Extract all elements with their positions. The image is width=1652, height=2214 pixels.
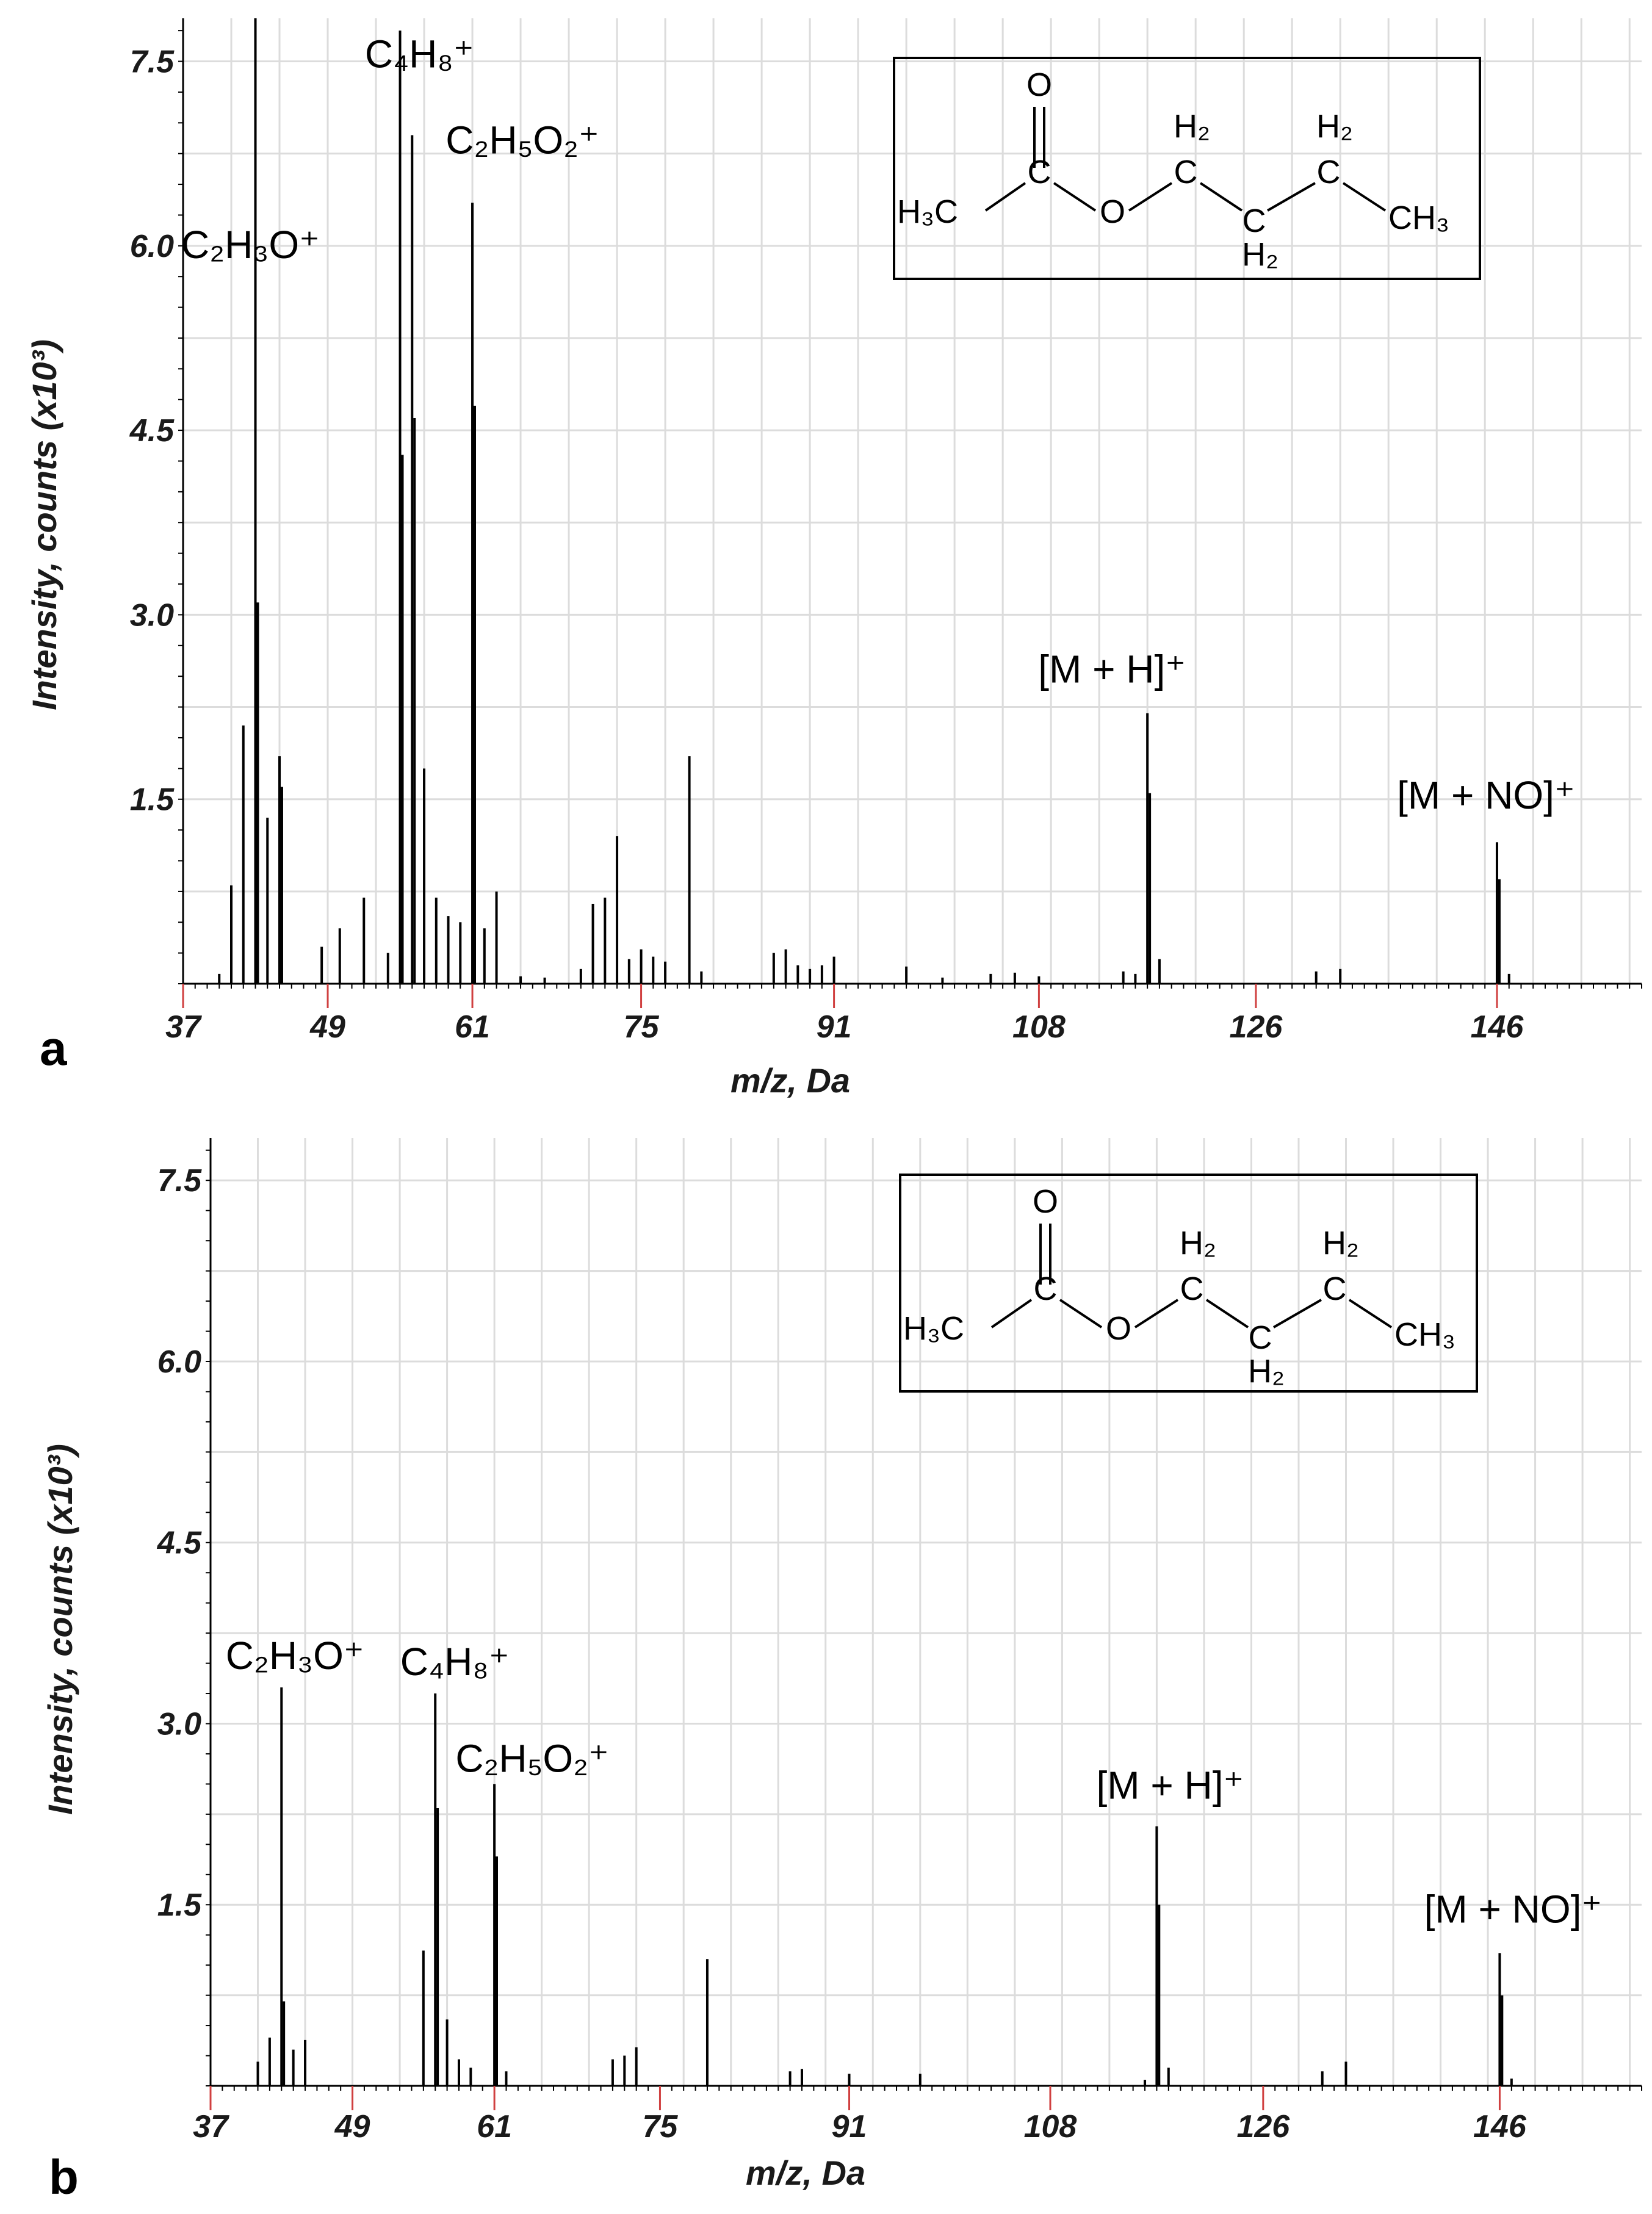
- atom-c-a: C: [1174, 154, 1198, 190]
- peak-annotation: C₂H₅O₂⁺: [455, 1736, 608, 1780]
- y-tick-label: 7.5: [157, 1163, 202, 1199]
- peak-annotation: C₂H₅O₂⁺: [445, 118, 599, 162]
- peak-annotation: [M + NO]⁺: [1424, 1887, 1603, 1931]
- x-tick-label: 61: [477, 2109, 512, 2144]
- atom-h3c: H₃C: [903, 1310, 964, 1347]
- x-tick-label: 108: [1024, 2109, 1077, 2144]
- axes-a: [178, 18, 1642, 1008]
- atom-ester-o: O: [1106, 1310, 1131, 1347]
- peak-annotation: [M + H]⁺: [1096, 1764, 1244, 1808]
- grid-a: [182, 18, 1642, 984]
- peak-annotations-a: C₂H₃O⁺ C₄H₈⁺ C₂H₅O₂⁺ [M + H]⁺ [M + NO]⁺: [181, 32, 1575, 818]
- bond-ch3-c: [984, 182, 1026, 212]
- grid-b: [209, 1138, 1642, 2086]
- structure-diagram-a: O C H₃C O C H₂ C H₂ C H₂ CH₃: [893, 57, 1481, 280]
- peak-annotation: [M + H]⁺: [1038, 647, 1186, 691]
- peak-annotation: C₄H₈⁺: [400, 1640, 510, 1684]
- y-tick-label: 6.0: [157, 1344, 201, 1380]
- x-tick-label: 49: [334, 2109, 370, 2144]
- y-tick-label: 1.5: [157, 1888, 202, 1923]
- atom-carbonyl-c: C: [1034, 1271, 1058, 1307]
- x-tick-labels-a: 37 49 61 75 91 108 126 146: [165, 1009, 1524, 1045]
- y-tick-labels-a: 1.5 3.0 4.5 6.0 7.5: [129, 45, 175, 818]
- y-tick-label: 1.5: [130, 782, 175, 818]
- bond-cc-ch3: [1348, 1299, 1393, 1329]
- atom-h2-c: H₂: [1316, 108, 1353, 145]
- axes-b: [206, 1138, 1642, 2110]
- y-axis-title-a: Intensity, counts (x10³): [25, 339, 63, 710]
- peaks-b: [256, 1687, 1513, 2086]
- y-tick-label: 6.0: [130, 229, 174, 264]
- y-tick-labels-b: 1.5 3.0 4.5 6.0 7.5: [157, 1163, 202, 1923]
- y-tick-label: 3.0: [130, 597, 174, 633]
- panel-letter-a: a: [40, 1021, 67, 1075]
- structure-box: [899, 1174, 1478, 1393]
- panel-a: 37 49 61 75 91 108 126 146 1.5 3.0 4.5 6.0 7.5 C₂H₃…: [25, 18, 1642, 1100]
- peak-annotation: C₄H₈⁺: [365, 32, 474, 76]
- bond-c-o: [1053, 182, 1097, 212]
- x-tick-label: 75: [624, 1009, 660, 1045]
- atom-c-c: C: [1323, 1271, 1347, 1307]
- atom-c-b: C: [1243, 203, 1266, 239]
- x-tick-label: 61: [455, 1009, 490, 1045]
- x-tick-label: 37: [165, 1009, 202, 1045]
- atom-ch3: CH₃: [1394, 1316, 1455, 1353]
- x-tick-label: 37: [193, 2109, 229, 2144]
- bond-cb-cc: [1267, 182, 1316, 212]
- atom-c-a: C: [1180, 1271, 1204, 1307]
- structure-box: [893, 57, 1481, 280]
- atom-ch3: CH₃: [1388, 200, 1449, 236]
- atom-carbonyl-o: O: [1033, 1183, 1058, 1220]
- bond-c-o: [1059, 1299, 1103, 1329]
- atom-h2-c: H₂: [1322, 1225, 1359, 1261]
- bond-o-c: [1128, 182, 1173, 212]
- x-tick-label: 126: [1230, 1009, 1283, 1045]
- panel-b: 37 49 61 75 91 108 126 146 1.5 3.0 4.5 6.0 7.5 C₂H₃…: [41, 1138, 1642, 2204]
- x-tick-label: 91: [832, 2109, 867, 2144]
- y-tick-label: 3.0: [157, 1706, 201, 1742]
- y-tick-label: 4.5: [129, 413, 175, 449]
- bond-ca-cb: [1205, 1299, 1249, 1329]
- x-tick-label: 91: [817, 1009, 852, 1045]
- panel-letter-b: b: [49, 2150, 79, 2204]
- x-axis-title-b: m/z, Da: [746, 2154, 865, 2192]
- x-tick-label: 49: [309, 1009, 345, 1045]
- y-axis-title-b: Intensity, counts (x10³): [41, 1444, 79, 1815]
- atom-h2-a: H₂: [1180, 1225, 1216, 1261]
- peaks-a: [218, 18, 1510, 984]
- atom-c-c: C: [1317, 154, 1341, 190]
- structure-diagram-b: O C H₃C O C H₂ C H₂ C H₂ CH₃: [899, 1174, 1478, 1393]
- bond-ca-cb: [1199, 182, 1243, 212]
- atom-carbonyl-c: C: [1028, 154, 1051, 190]
- bond-cc-ch3: [1342, 182, 1387, 212]
- atom-h2-a: H₂: [1174, 108, 1210, 145]
- peak-annotation: C₂H₃O⁺: [226, 1634, 364, 1678]
- atom-h3c: H₃C: [897, 193, 958, 230]
- peak-annotations-b: C₂H₃O⁺ C₄H₈⁺ C₂H₅O₂⁺ [M + H]⁺ [M + NO]⁺: [226, 1634, 1602, 1931]
- x-tick-label: 126: [1236, 2109, 1290, 2144]
- atom-h2-b: H₂: [1248, 1353, 1285, 1390]
- atom-c-b: C: [1249, 1319, 1272, 1356]
- x-tick-labels-b: 37 49 61 75 91 108 126 146: [193, 2109, 1527, 2144]
- x-axis-title-a: m/z, Da: [730, 1061, 850, 1100]
- atom-h2-b: H₂: [1242, 236, 1279, 273]
- y-tick-label: 4.5: [157, 1526, 202, 1561]
- x-tick-label: 146: [1471, 1009, 1524, 1045]
- bond-o-c: [1134, 1299, 1179, 1329]
- x-tick-label: 108: [1012, 1009, 1066, 1045]
- x-tick-label: 75: [643, 2109, 679, 2144]
- peak-annotation: [M + NO]⁺: [1397, 773, 1575, 817]
- atom-ester-o: O: [1100, 193, 1125, 230]
- atom-carbonyl-o: O: [1026, 67, 1052, 103]
- bond-cb-cc: [1273, 1299, 1322, 1329]
- bond-ch3-c: [990, 1299, 1033, 1329]
- x-tick-label: 146: [1473, 2109, 1527, 2144]
- y-tick-label: 7.5: [130, 45, 175, 80]
- peak-annotation: C₂H₃O⁺: [181, 223, 320, 267]
